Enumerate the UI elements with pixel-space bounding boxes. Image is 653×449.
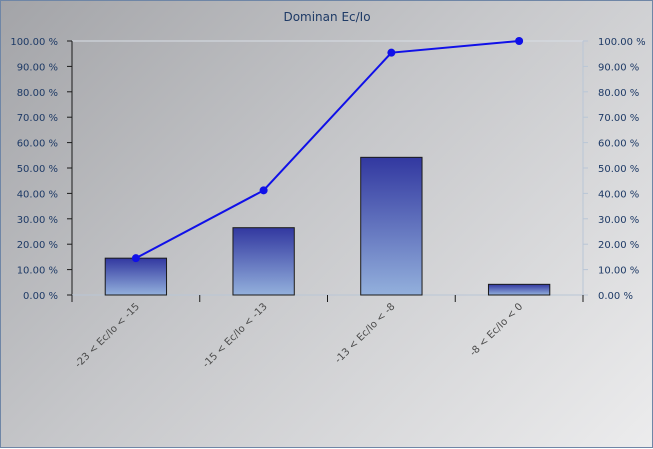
y2-tick-label: 60.00 % [598,139,639,150]
line-point [515,37,524,45]
y2-tick-label: 20.00 % [598,240,639,251]
plot-area [71,40,584,296]
y2-tick-label: 80.00 % [598,88,639,99]
x-category-label: -23 < Ec/Io < -15 [73,301,142,370]
y2-tick-label: 90.00 % [598,62,639,73]
y-tick-label: 100.00 % [10,37,58,48]
cumulative-line-series [131,37,524,263]
y2-tick-label: 100.00 % [598,37,646,48]
y-axis-left: 0.00 % 10.00 % 20.00 % 30.00 % 40.00 % 50.00 … [10,37,73,302]
y-tick-label: 90.00 % [17,62,58,73]
y-tick-label: 60.00 % [17,139,58,150]
y-tick-label: 50.00 % [17,164,58,175]
y2-tick-label: 70.00 % [598,113,639,124]
y2-tick-label: 50.00 % [598,164,639,175]
y-tick-label: 0.00 % [23,291,58,302]
bar [232,227,295,296]
bar [360,156,423,296]
line-point [131,254,140,263]
x-category-label: -8 < Ec/Io < 0 [468,301,525,358]
y-tick-label: 30.00 % [17,215,58,226]
y-tick-label: 70.00 % [17,113,58,124]
y-tick-label: 80.00 % [17,88,58,99]
y2-tick-label: 10.00 % [598,266,639,277]
bar [104,257,168,296]
y2-tick-label: 40.00 % [598,189,639,200]
y-tick-label: 20.00 % [17,240,58,251]
bar-series [104,156,551,296]
line-point [259,186,268,195]
line-path [135,40,520,260]
y-axis-right: 0.00 % 10.00 % 20.00 % 30.00 % 40.00 % 50.00 … [582,37,646,302]
y-tick-label: 40.00 % [17,189,58,200]
x-category-label: -13 < Ec/Io < -8 [333,301,397,365]
line-point [387,48,396,57]
chart-title: Dominan Ec/Io [283,10,370,24]
y2-tick-label: 0.00 % [598,291,633,302]
x-category-label: -15 < Ec/Io < -13 [201,301,270,370]
bar [487,283,551,296]
x-axis: -23 < Ec/Io < -15 -15 < Ec/Io < -13 -13 < … [71,294,584,370]
y-tick-label: 10.00 % [17,266,58,277]
y2-tick-label: 30.00 % [598,215,639,226]
